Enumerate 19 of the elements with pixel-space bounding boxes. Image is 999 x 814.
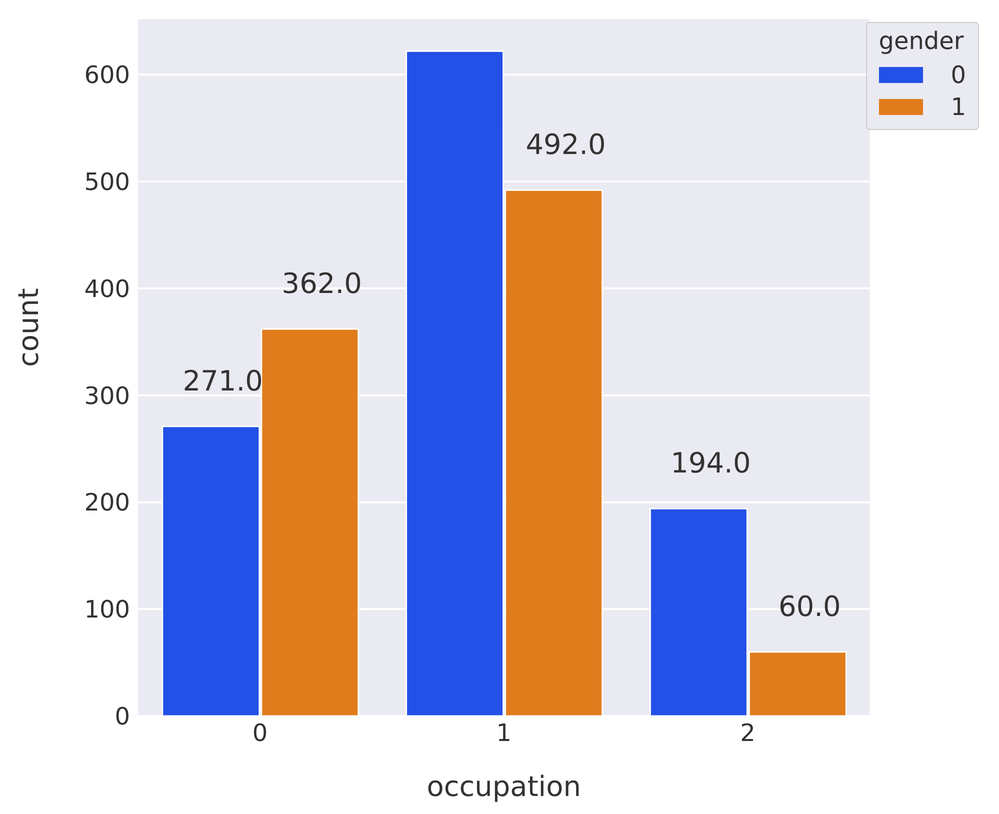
y-tick-label: 600 (84, 61, 130, 90)
x-axis-title: occupation (426, 770, 581, 803)
y-tick-label: 100 (84, 596, 130, 624)
legend-title: gender (878, 27, 965, 55)
y-tick-label: 400 (84, 274, 130, 303)
data-label: 194.0 (670, 446, 751, 480)
y-tick-label: 200 (84, 488, 130, 517)
data-label: 271.0 (182, 364, 263, 398)
x-tick-label: 0 (252, 719, 268, 748)
data-label: 60.0 (778, 590, 841, 623)
data-label: 362.0 (282, 267, 362, 300)
y-axis-title: count (12, 288, 45, 367)
y-tick-label: 500 (84, 168, 130, 196)
legend-label: 0 (950, 61, 966, 89)
y-tick-label: 300 (84, 382, 130, 410)
legend-label: 1 (950, 93, 966, 121)
x-tick-label: 2 (740, 719, 756, 748)
x-tick-label: 1 (496, 719, 512, 748)
data-label: 492.0 (526, 128, 606, 162)
